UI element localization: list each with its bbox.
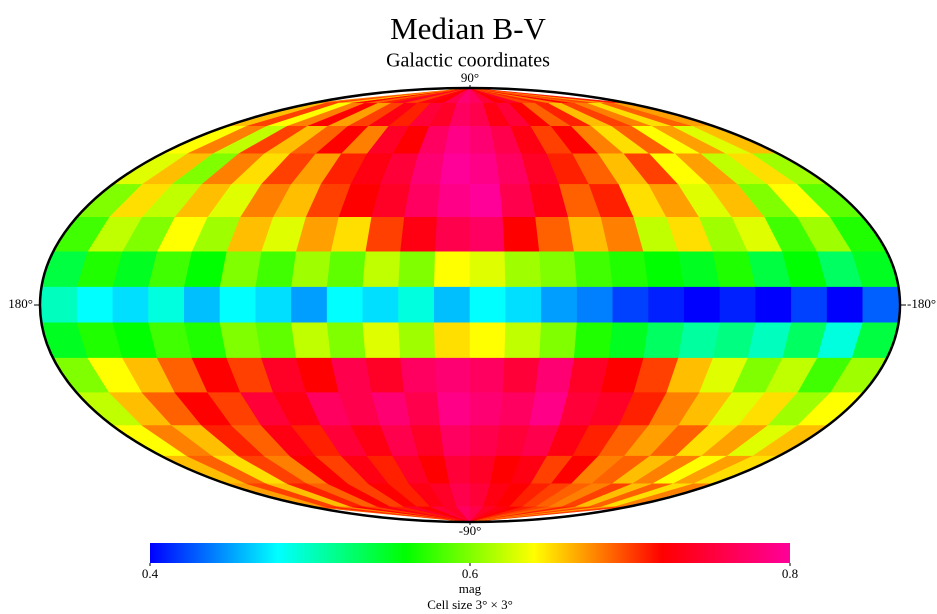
sky-cell (539, 322, 578, 359)
sky-cell (184, 286, 221, 324)
colorbar-tick-label: 0.6 (462, 566, 479, 581)
colorbar-tick-label: 0.8 (782, 566, 798, 581)
sky-cell (436, 184, 471, 218)
sky-cell (469, 251, 507, 288)
sky-cell (434, 217, 471, 253)
sky-cell (791, 286, 828, 324)
sky-cell (826, 286, 864, 324)
sky-cell (183, 251, 228, 288)
sky-cell (469, 286, 507, 324)
sky-cell (148, 286, 185, 324)
sky-cell (683, 286, 721, 324)
sky-cell (505, 286, 542, 324)
sky-cell (326, 322, 367, 359)
sky-cell (219, 251, 262, 288)
sky-cell (404, 184, 441, 218)
sky-cell (469, 425, 501, 457)
sky-cell (504, 322, 542, 359)
chart-title: Median B-V (390, 11, 546, 46)
y-tick-label: -90° (459, 523, 482, 538)
sky-cell (502, 357, 540, 393)
sky-cell (439, 425, 471, 457)
sky-cell (573, 251, 614, 288)
sky-cell (362, 322, 401, 359)
sky-cell (219, 286, 257, 324)
x-tick-label: -180° (907, 296, 936, 311)
sky-cell (469, 322, 507, 359)
sky-cells (41, 87, 899, 523)
sky-cell (434, 357, 471, 393)
sky-cell (398, 251, 436, 288)
sky-cell (648, 286, 685, 324)
sky-cell (76, 286, 114, 324)
chart-subtitle: Galactic coordinates (386, 50, 550, 72)
sky-cell (326, 286, 364, 324)
sky-cell (469, 392, 504, 426)
sky-cell (678, 251, 721, 288)
sky-cell (755, 286, 792, 324)
sky-cell (535, 217, 575, 253)
sky-cell (255, 322, 297, 359)
sky-cell (255, 286, 292, 324)
sky-cell (539, 251, 578, 288)
sky-cell (291, 251, 332, 288)
sky-cell (404, 392, 441, 426)
colorbar (150, 543, 790, 563)
sky-cell (469, 357, 506, 393)
sky-cell (400, 357, 438, 393)
sky-cell (291, 322, 332, 359)
sky-cell (365, 217, 405, 253)
sky-cell (719, 286, 757, 324)
sky-cell (573, 322, 614, 359)
x-tick-label: 180° (8, 296, 33, 311)
sky-cell (862, 286, 899, 324)
sky-cell (504, 251, 542, 288)
sky-cell (469, 217, 506, 253)
sky-cell (362, 251, 401, 288)
footnote: Cell size 3° × 3° (427, 597, 513, 612)
sky-cell (183, 322, 228, 359)
colorbar-label: mag (459, 581, 482, 596)
sky-cell (255, 251, 297, 288)
sky-cell (576, 286, 614, 324)
sky-cell (365, 357, 405, 393)
sky-cell (608, 251, 649, 288)
sky-cell (433, 251, 471, 288)
sky-cell (678, 322, 721, 359)
sky-cell (398, 286, 435, 324)
sky-cell (535, 357, 575, 393)
sky-cell (541, 286, 578, 324)
sky-cell (433, 322, 471, 359)
sky-cell (643, 322, 685, 359)
sky-cell (502, 217, 540, 253)
sky-cell (436, 392, 471, 426)
sky-cell (291, 286, 328, 324)
sky-cell (433, 286, 471, 324)
sky-cell (439, 153, 471, 185)
sky-cell (469, 184, 504, 218)
sky-cell (469, 153, 501, 185)
sky-cell (612, 286, 649, 324)
sky-cell (643, 251, 685, 288)
sky-cell (400, 217, 438, 253)
sky-cell (41, 286, 78, 324)
sky-cell (219, 322, 262, 359)
y-tick-label: 90° (461, 70, 479, 85)
sky-cell (112, 286, 149, 324)
sky-cell (326, 251, 367, 288)
sky-cell (398, 322, 436, 359)
sky-cell (608, 322, 649, 359)
sky-cell (362, 286, 399, 324)
colorbar-tick-label: 0.4 (142, 566, 159, 581)
